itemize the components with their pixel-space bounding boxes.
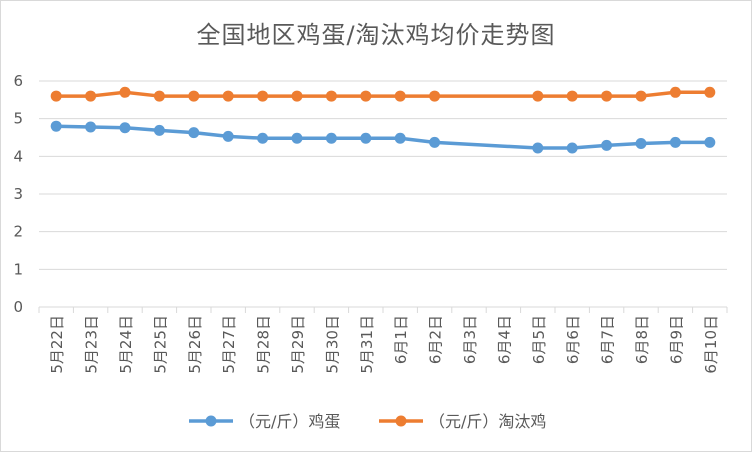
- series-point-1: [119, 86, 131, 98]
- series-point-1: [566, 90, 578, 102]
- series-point-0: [360, 132, 372, 144]
- series-line-0: [56, 124, 710, 150]
- legend-marker-1: [395, 415, 407, 427]
- series-point-1: [360, 90, 372, 102]
- series-point-0: [119, 122, 131, 134]
- series-point-0: [50, 120, 62, 132]
- series-point-1: [188, 90, 200, 102]
- legend-marker-0: [205, 415, 217, 427]
- x-tick-label: 6月3日: [461, 315, 479, 364]
- series-point-0: [704, 136, 716, 148]
- series-point-0: [601, 139, 613, 151]
- series-point-0: [291, 132, 303, 144]
- series-point-1: [50, 90, 62, 102]
- series-point-1: [635, 90, 647, 102]
- x-tick-label: 5月29日: [289, 315, 307, 374]
- series-point-0: [153, 124, 165, 136]
- series-point-1: [153, 90, 165, 102]
- x-tick-label: 5月31日: [358, 315, 376, 374]
- series-point-1: [257, 90, 269, 102]
- y-tick-label: 2: [13, 223, 23, 241]
- x-tick-label: 6月8日: [633, 315, 651, 364]
- series-point-1: [85, 90, 97, 102]
- x-tick-label: 5月26日: [186, 315, 204, 374]
- x-tick-label: 5月24日: [117, 315, 135, 374]
- y-tick-label: 0: [13, 298, 23, 316]
- x-tick-label: 5月28日: [255, 315, 273, 374]
- x-tick-label: 6月2日: [427, 315, 445, 364]
- series-point-0: [257, 132, 269, 144]
- series-point-1: [222, 90, 234, 102]
- series-point-1: [291, 90, 303, 102]
- x-tick-label: 5月25日: [151, 315, 169, 374]
- x-tick-label: 6月1日: [392, 315, 410, 364]
- x-tick-label: 5月30日: [323, 315, 341, 374]
- series-point-0: [325, 132, 337, 144]
- series-point-1: [532, 90, 544, 102]
- series-point-1: [429, 90, 441, 102]
- series-point-1: [601, 90, 613, 102]
- series-point-1: [394, 90, 406, 102]
- y-tick-label: 1: [13, 260, 23, 278]
- series-point-0: [635, 138, 647, 150]
- chart-title: 全国地区鸡蛋/淘汰鸡均价走势图: [196, 21, 556, 49]
- series-point-0: [669, 136, 681, 148]
- series-point-0: [85, 121, 97, 133]
- series-point-0: [188, 127, 200, 139]
- series-point-1: [669, 86, 681, 98]
- x-tick-label: 5月22日: [48, 315, 66, 374]
- x-tick-label: 5月23日: [83, 315, 101, 374]
- series-point-1: [704, 86, 716, 98]
- y-tick-label: 4: [13, 147, 23, 165]
- legend-label-1: （元/斤）淘汰鸡: [429, 412, 546, 431]
- series-line-1: [56, 90, 710, 98]
- y-tick-label: 6: [13, 72, 23, 90]
- y-tick-label: 5: [13, 110, 23, 128]
- x-tick-label: 6月7日: [599, 315, 617, 364]
- series-point-1: [325, 90, 337, 102]
- x-tick-label: 6月4日: [495, 315, 513, 364]
- x-tick-label: 6月5日: [530, 315, 548, 364]
- series-point-0: [532, 142, 544, 154]
- x-tick-label: 6月9日: [667, 315, 685, 364]
- x-tick-label: 5月27日: [220, 315, 238, 374]
- series-point-0: [429, 136, 441, 148]
- series-point-0: [394, 132, 406, 144]
- series-point-0: [566, 142, 578, 154]
- x-tick-label: 6月10日: [702, 315, 720, 374]
- y-tick-label: 3: [13, 185, 23, 203]
- x-tick-label: 6月6日: [564, 315, 582, 364]
- legend-label-0: （元/斤）鸡蛋: [239, 412, 340, 431]
- series-point-0: [222, 130, 234, 142]
